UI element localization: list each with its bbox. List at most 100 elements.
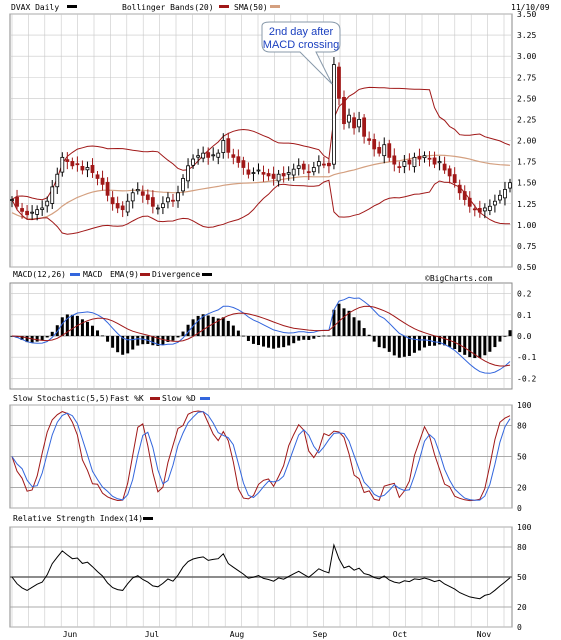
macd-grid [10, 283, 512, 389]
macd-series-label: MACD [83, 270, 102, 279]
divergence-bar [372, 336, 376, 342]
stochastic-y-ticks: 100 80 50 20 0 [517, 401, 532, 513]
rsi-y-ticks: 100 80 50 20 0 [517, 523, 532, 632]
candle-body [347, 114, 351, 123]
candle-body [417, 155, 422, 160]
candle-body [437, 161, 442, 164]
macd-title: MACD(12,26) [13, 270, 66, 279]
divergence-bar [80, 319, 84, 336]
candle-body [171, 199, 175, 202]
candle-body [397, 166, 402, 169]
candle-body [256, 169, 261, 172]
candle-body [176, 192, 180, 202]
candle-body [181, 178, 185, 192]
divergence-bar [463, 336, 467, 355]
divergence-bar [503, 335, 507, 337]
y-tick-label: 1.00 [517, 221, 536, 230]
y-tick-label: 1.50 [517, 179, 536, 188]
y-tick-label: 0.1 [517, 311, 532, 320]
price-y-ticks: 3.50 3.25 3.00 2.75 2.50 2.25 2.00 1.75 1.50 1.25… [517, 10, 536, 272]
y-tick-label: 0.75 [517, 242, 536, 251]
y-tick-label: -0.2 [517, 374, 536, 383]
y-tick-label: 100 [517, 401, 532, 410]
slow-d-label: Slow %D [162, 394, 196, 403]
candle-body [125, 200, 130, 213]
candle-body [161, 203, 165, 208]
candle-body [130, 192, 135, 202]
candle-body [45, 200, 50, 207]
divergence-bar [256, 336, 260, 345]
candle-body [311, 167, 316, 173]
candle-body [342, 97, 346, 125]
candle-body [140, 191, 145, 196]
y-tick-label: 3.00 [517, 52, 536, 61]
candle-body [145, 194, 150, 200]
price-grid [10, 13, 512, 268]
y-tick-label: 50 [517, 453, 527, 462]
divergence-bar [397, 336, 401, 358]
macd-swatch [70, 273, 80, 276]
y-tick-label: 0.50 [517, 263, 536, 272]
divergence-bar [277, 336, 281, 348]
divergence-bar [116, 336, 120, 353]
stochastic-grid [10, 404, 512, 509]
candle-body [477, 207, 482, 213]
y-tick-label: 2.00 [517, 137, 536, 146]
candle-body [90, 165, 95, 173]
price-panel: 3.50 3.25 3.00 2.75 2.50 2.25 2.00 1.75 1.50 1.25… [9, 10, 536, 272]
candle-body [201, 152, 206, 159]
candle-body [211, 154, 216, 157]
candle-body [327, 162, 331, 167]
divergence-bar [367, 334, 371, 336]
candle-body [100, 177, 105, 185]
divergence-bar [156, 336, 160, 346]
divergence-bar [236, 330, 240, 336]
divergence-bar [211, 316, 215, 336]
stochastic-title: Slow Stochastic(5,5) [13, 394, 109, 403]
candle-body [241, 160, 246, 168]
divergence-bar [267, 336, 271, 348]
y-tick-label: 0.2 [517, 290, 532, 299]
candle-body [85, 167, 90, 171]
legend-dvax-swatch [67, 5, 77, 8]
candle-body [25, 210, 29, 216]
macd-y-ticks: 0.2 0.1 0.0 -0.1 -0.2 [517, 290, 536, 384]
slow-d-swatch [200, 397, 210, 400]
candle-body [40, 207, 45, 210]
candle-body [487, 205, 492, 211]
macd-crossing-callout: 2nd day after MACD crossing [261, 21, 341, 85]
divergence-bar [387, 336, 391, 352]
divergence-bar [357, 320, 361, 336]
candle-body [291, 168, 296, 176]
candle-body [508, 182, 512, 189]
candle-body [95, 174, 100, 179]
candle-body [55, 173, 60, 188]
y-tick-label: 1.25 [517, 200, 536, 209]
candle-body [271, 173, 276, 179]
sma-50-line [11, 154, 511, 220]
sma-50-path [11, 154, 511, 220]
candle-body [503, 189, 507, 199]
divergence-bar [272, 336, 276, 349]
divergence-bar [473, 336, 477, 359]
divergence-bar [151, 336, 155, 346]
macd-panel: 0.2 0.1 0.0 -0.1 -0.2 MACD(12,26) MACD EMA(9… [9, 270, 536, 390]
candle-body [221, 140, 226, 153]
candle-body [105, 181, 110, 196]
candle-body [301, 163, 306, 170]
candle-body [407, 159, 412, 165]
candle-body [35, 209, 40, 215]
y-tick-label: -0.1 [517, 353, 536, 362]
divergence-bar [438, 336, 442, 345]
divergence-bar [20, 336, 24, 341]
candle-body [261, 172, 266, 175]
fast-k-line [11, 410, 511, 502]
divergence-bar [201, 314, 205, 336]
divergence-bar [101, 335, 105, 337]
candle-body [186, 165, 190, 182]
divergence-bar [483, 336, 487, 356]
divergence-bar [377, 336, 381, 348]
divergence-bar [90, 325, 94, 336]
candle-body [422, 155, 427, 159]
